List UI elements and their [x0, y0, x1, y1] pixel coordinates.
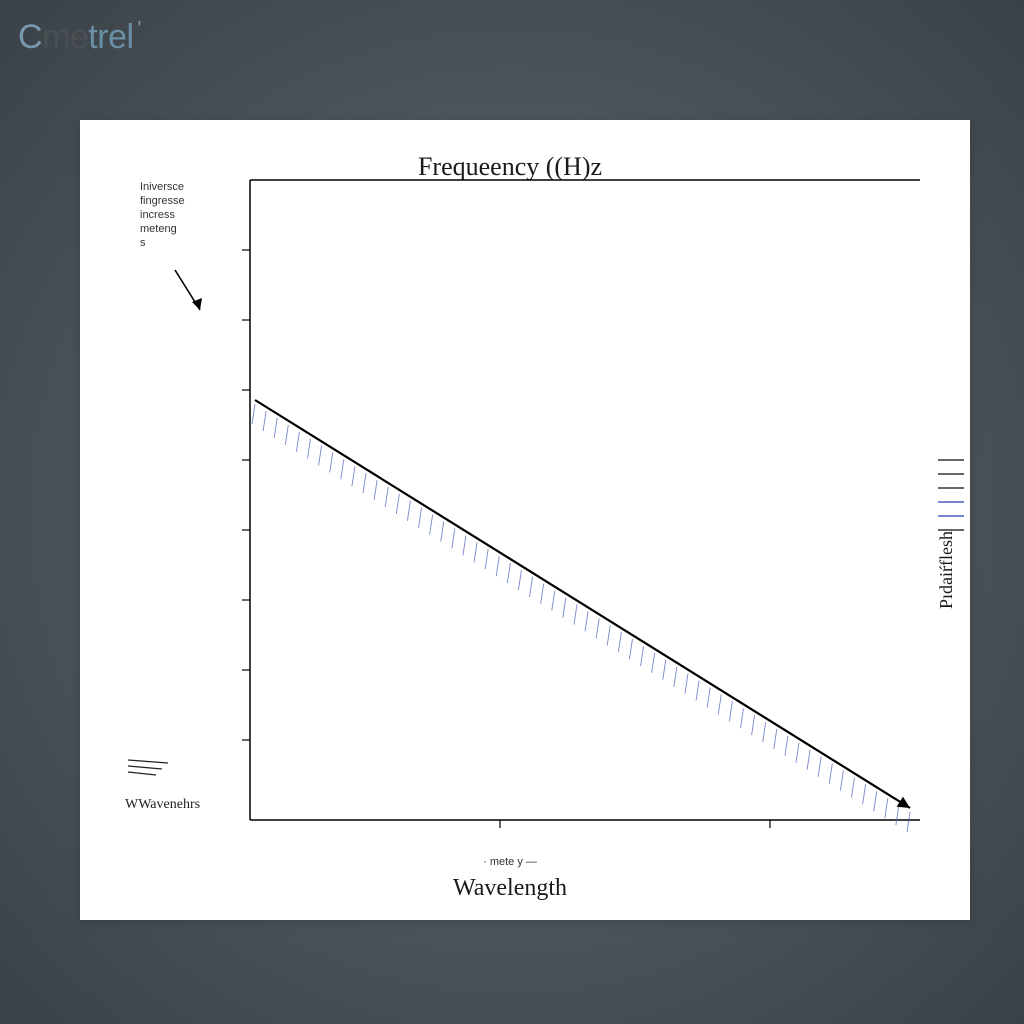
y-ticks	[242, 250, 250, 740]
logo-part-apos: '	[138, 18, 141, 40]
corner-note-1: fingresse	[140, 195, 185, 207]
logo-part-trel: trel	[88, 18, 133, 56]
brand-logo: Cmetrel'	[18, 18, 141, 57]
main-diagonal	[255, 400, 910, 808]
corner-note: Iniversce fingresse incress meteng s	[140, 181, 185, 249]
logo-part-c: C	[18, 18, 42, 56]
corner-note-2: incress	[140, 209, 175, 221]
corner-note-4: s	[140, 237, 146, 249]
bottom-left-label: WWavenehrs	[125, 797, 200, 812]
ylabel-side: Pıdaiŕflesh	[936, 531, 956, 609]
bl-lines-icon	[128, 760, 168, 775]
chart-svg: Frequeency ((H)z Iniversce fingresse inc…	[80, 120, 970, 920]
corner-note-3: meteng	[140, 223, 177, 235]
xlabel-sub: · mete y —	[483, 856, 537, 868]
corner-arrow-icon	[175, 270, 202, 310]
corner-note-0: Iniversce	[140, 181, 184, 193]
logo-part-me: me	[42, 18, 88, 56]
chart-title: Frequeency ((H)z	[418, 152, 602, 181]
x-ticks	[500, 820, 770, 828]
chart-panel: Frequeency ((H)z Iniversce fingresse inc…	[80, 120, 970, 920]
legend	[938, 460, 964, 530]
xlabel: Wavelength	[453, 875, 567, 901]
hatch-pattern	[252, 404, 910, 832]
